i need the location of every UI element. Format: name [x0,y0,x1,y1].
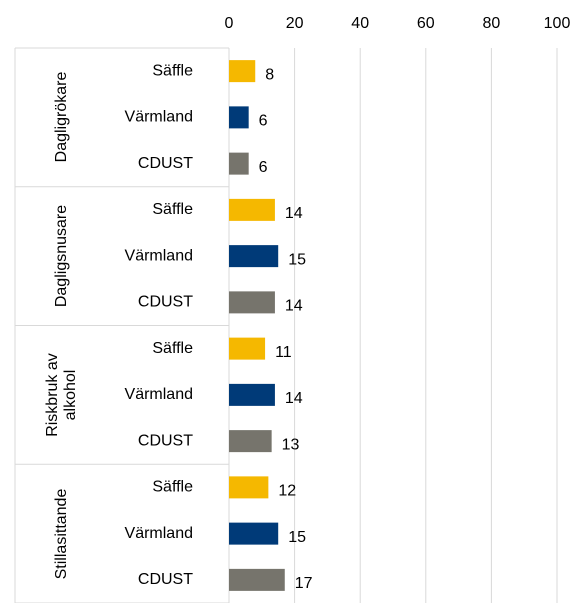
group-label: Stillasittande [53,488,70,579]
x-tick-label: 40 [351,15,369,32]
group-label: Riskbruk av alkohol [44,353,79,437]
row-label: Säffle [152,340,193,357]
bar [229,430,272,453]
row-label: CDUST [138,155,193,172]
row-label: CDUST [138,571,193,588]
x-tick-label: 0 [225,15,234,32]
row-label: Värmland [125,525,193,542]
value-label: 11 [275,344,292,361]
bar [229,152,249,175]
group-label: Dagligrökare [53,72,70,163]
value-label: 17 [295,575,313,592]
value-label: 14 [285,298,303,315]
row-label: Värmland [125,109,193,126]
value-label: 6 [259,113,268,130]
group-label: Dagligsnusare [53,204,70,308]
row-label: CDUST [138,432,193,449]
value-label: 14 [285,390,303,407]
bar [229,522,279,545]
row-label: Värmland [125,247,193,264]
bar [229,291,275,314]
value-label: 15 [288,529,306,546]
x-tick-label: 80 [483,15,501,32]
value-label: 14 [285,205,303,222]
value-label: 8 [265,66,274,83]
row-label: Säffle [152,62,193,79]
bar [229,60,256,83]
bar [229,245,279,268]
bar [229,383,275,406]
value-label: 15 [288,251,306,268]
row-label: Säffle [152,201,193,218]
bar [229,476,269,499]
x-tick-label: 20 [286,15,304,32]
bar [229,198,275,221]
row-label: CDUST [138,294,193,311]
x-tick-label: 60 [417,15,435,32]
row-label: Värmland [125,386,193,403]
value-label: 6 [259,159,268,176]
bar [229,337,266,360]
bar [229,106,249,129]
bar [229,568,285,591]
row-label: Säffle [152,479,193,496]
value-label: 12 [278,483,296,500]
value-label: 13 [282,436,300,453]
x-tick-label: 100 [544,15,571,32]
